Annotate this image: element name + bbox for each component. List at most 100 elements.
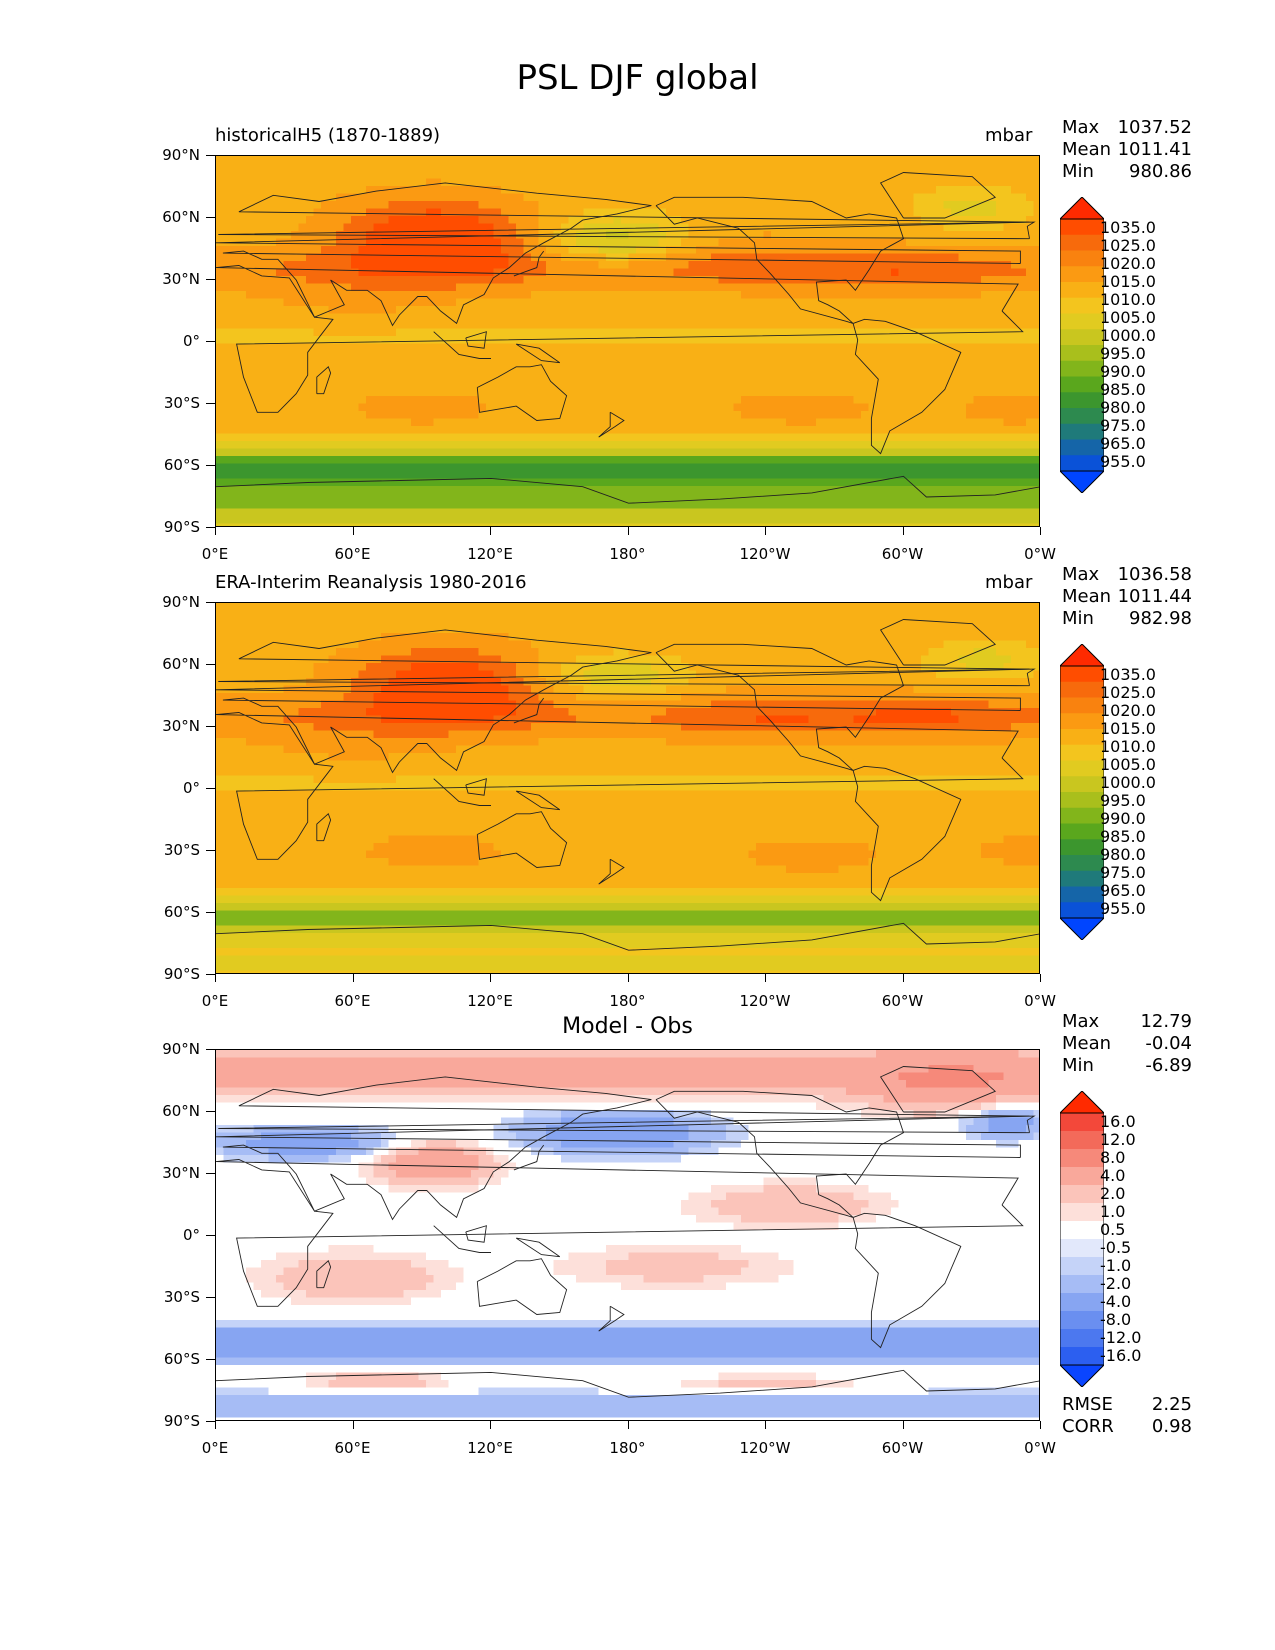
colorbar-segment (1060, 282, 1104, 299)
colorbar-tick-label: 965.0 (1100, 434, 1146, 453)
stat-value: 1037.52 (1117, 117, 1192, 138)
colorbar-tick-label: 1025.0 (1100, 683, 1156, 702)
lat-tick-label: 90°S (163, 965, 200, 983)
colorbar-tick-label: 990.0 (1100, 362, 1146, 381)
colorbar-segment (1060, 313, 1104, 330)
colorbar-extend-max (1058, 643, 1106, 667)
colorbar-tick-label: 1020.0 (1100, 254, 1156, 273)
colorbar-segment (1060, 1131, 1104, 1150)
stat-row: Min 982.98 (1062, 608, 1192, 630)
colorbar-tick-label: -1.0 (1100, 1256, 1132, 1275)
lat-tick (206, 725, 215, 727)
lon-tick (490, 974, 492, 982)
colorbar-tick-label: 8.0 (1100, 1148, 1126, 1167)
colorbar-tick-label: 995.0 (1100, 344, 1146, 363)
lat-tick (206, 216, 215, 218)
lon-tick-label: 60°E (334, 1439, 371, 1457)
lon-tick-label: 0°W (1024, 545, 1056, 563)
stat-row: CORR 0.98 (1062, 1416, 1192, 1438)
colorbar-segment (1060, 455, 1104, 472)
lon-tick (215, 1421, 217, 1429)
stat-label: CORR (1062, 1416, 1114, 1437)
summary-stats: Max 1037.52 Mean 1011.41 Min 980.86 (1062, 117, 1192, 183)
stat-value: 1011.41 (1117, 139, 1192, 160)
colorbar-tick-label: 1010.0 (1100, 737, 1156, 756)
lon-tick (902, 527, 904, 535)
colorbar-segment (1060, 870, 1104, 887)
stat-row: Max 12.79 (1062, 1011, 1192, 1033)
lat-tick-label: 60°S (163, 903, 200, 921)
stat-label: Mean (1062, 586, 1112, 607)
stat-row: Mean 1011.44 (1062, 586, 1192, 608)
lat-tick (206, 154, 215, 156)
colorbar-tick-label: 4.0 (1100, 1166, 1126, 1185)
colorbar-segment (1060, 666, 1104, 683)
lon-tick (1040, 974, 1042, 982)
lat-tick-label: 60°S (163, 1350, 200, 1368)
colorbar-segment (1060, 376, 1104, 393)
lat-tick-label: 0° (182, 1226, 200, 1244)
stat-label: Min (1062, 608, 1094, 629)
colorbar (1058, 196, 1106, 494)
lon-tick-label: 0°E (201, 1439, 229, 1457)
colorbar-segment (1060, 1203, 1104, 1222)
stat-label: RMSE (1062, 1394, 1113, 1415)
lon-tick (765, 1421, 767, 1429)
colorbar-segment (1060, 839, 1104, 856)
stat-row: Max 1037.52 (1062, 117, 1192, 139)
colorbar-tick-label: 2.0 (1100, 1184, 1126, 1203)
lat-tick (206, 663, 215, 665)
colorbar-tick-label: 990.0 (1100, 809, 1146, 828)
colorbar (1058, 1090, 1106, 1388)
lon-tick-label: 60°W (881, 992, 924, 1010)
colorbar-segment (1060, 823, 1104, 840)
stat-value: 1036.58 (1117, 564, 1192, 585)
colorbar-segment (1060, 439, 1104, 456)
stat-value: -0.04 (1145, 1033, 1192, 1054)
stat-label: Min (1062, 1055, 1094, 1076)
lat-tick-label: 30°N (162, 717, 200, 735)
colorbar-segment (1060, 392, 1104, 409)
map-plot-area (215, 1049, 1040, 1421)
lat-tick-label: 60°S (163, 456, 200, 474)
lon-tick (352, 974, 354, 982)
colorbar-segment (1060, 219, 1104, 236)
lon-tick-label: 120°W (739, 545, 791, 563)
colorbar-segment (1060, 408, 1104, 425)
colorbar-tick-label: 985.0 (1100, 827, 1146, 846)
colorbar-segment (1060, 1221, 1104, 1240)
colorbar-extend-min (1058, 470, 1106, 494)
lat-tick (206, 601, 215, 603)
colorbar-segment (1060, 360, 1104, 377)
lat-tick (206, 1358, 215, 1360)
colorbar-tick-label: 1015.0 (1100, 719, 1156, 738)
lon-tick (627, 1421, 629, 1429)
colorbar-tick-label: 1010.0 (1100, 290, 1156, 309)
colorbar-segment (1060, 713, 1104, 730)
map-panel-1: historicalH5 (1870-1889) mbar 90°N 60°N 30°N… (0, 117, 1275, 625)
colorbar-segment (1060, 1347, 1104, 1366)
colorbar-segment (1060, 681, 1104, 698)
colorbar-tick-label: -16.0 (1100, 1346, 1142, 1365)
lon-tick (490, 527, 492, 535)
lon-tick-label: 180° (609, 992, 646, 1010)
lon-tick-label: 120°W (739, 992, 791, 1010)
stat-label: Max (1062, 1011, 1100, 1032)
stat-row: Min 980.86 (1062, 161, 1192, 183)
colorbar-segment (1060, 266, 1104, 283)
lon-tick-label: 60°E (334, 992, 371, 1010)
coastlines (216, 1066, 1039, 1398)
colorbar-tick-label: 0.5 (1100, 1220, 1126, 1239)
colorbar-extend-max (1058, 1090, 1106, 1114)
lon-tick (1040, 527, 1042, 535)
lat-tick-label: 30°N (162, 270, 200, 288)
colorbar-segment (1060, 1113, 1104, 1132)
lon-tick-label: 120°E (467, 1439, 513, 1457)
colorbar-tick-label: 995.0 (1100, 791, 1146, 810)
lon-tick (352, 1421, 354, 1429)
lat-tick-label: 60°N (162, 655, 200, 673)
colorbar-tick-label: 1015.0 (1100, 272, 1156, 291)
colorbar-segment (1060, 855, 1104, 872)
lon-tick (627, 527, 629, 535)
lat-tick-label: 0° (182, 779, 200, 797)
